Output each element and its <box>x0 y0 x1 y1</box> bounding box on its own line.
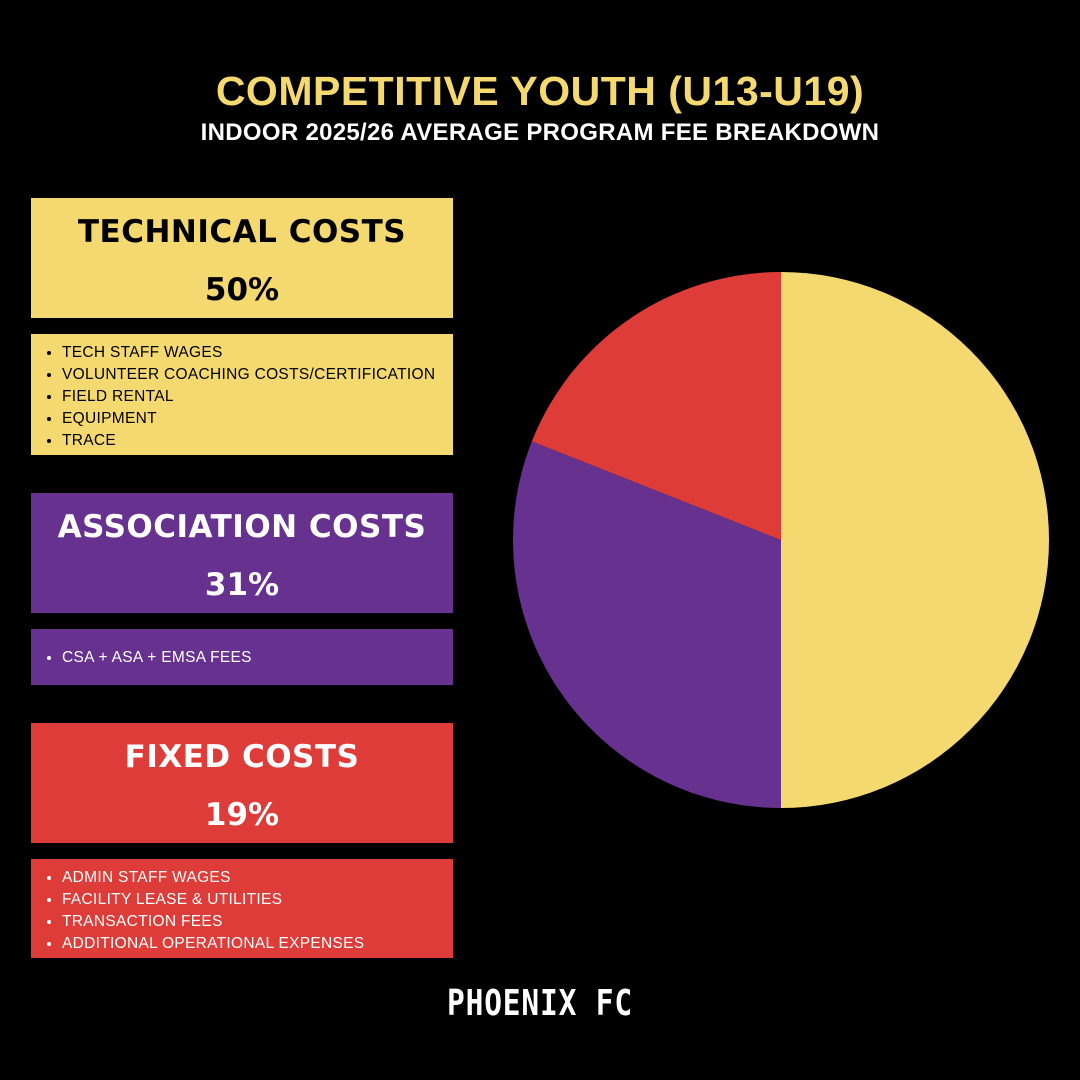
association-costs-percent: 31% <box>204 567 280 603</box>
page-subtitle: INDOOR 2025/26 AVERAGE PROGRAM FEE BREAK… <box>200 119 880 146</box>
pie-slice-fixed <box>531 272 781 540</box>
fixed-costs-percent: 19% <box>204 797 280 833</box>
list-item: VOLUNTEER COACHING COSTS/CERTIFICATION <box>62 364 453 386</box>
list-item: TRANSACTION FEES <box>62 911 453 933</box>
page-title: COMPETITIVE YOUTH (U13-U19) <box>215 68 865 114</box>
technical-costs-list: TECH STAFF WAGES VOLUNTEER COACHING COST… <box>31 334 453 455</box>
association-costs-list: CSA + ASA + EMSA FEES <box>31 629 453 685</box>
list-item: FIELD RENTAL <box>62 386 453 408</box>
pie-chart <box>512 272 1049 808</box>
technical-costs-percent: 50% <box>204 272 280 308</box>
technical-costs-heading: TECHNICAL COSTS <box>77 214 407 250</box>
list-item: CSA + ASA + EMSA FEES <box>62 647 453 669</box>
fixed-costs-heading: FIXED COSTS <box>124 739 360 775</box>
list-item: EQUIPMENT <box>62 408 453 430</box>
pie-slice-association <box>512 441 781 808</box>
fixed-costs-box: FIXED COSTS 19% <box>31 723 453 843</box>
fixed-costs-list: ADMIN STAFF WAGES FACILITY LEASE & UTILI… <box>31 859 453 958</box>
list-item: FACILITY LEASE & UTILITIES <box>62 889 453 911</box>
list-item: ADDITIONAL OPERATIONAL EXPENSES <box>62 933 453 955</box>
association-costs-heading: ASSOCIATION COSTS <box>57 509 427 545</box>
list-item: TRACE <box>62 430 453 452</box>
list-item: ADMIN STAFF WAGES <box>62 867 453 889</box>
phoenix-fc-logo: PHOENIX FC <box>447 983 633 1024</box>
list-item: TECH STAFF WAGES <box>62 342 453 364</box>
association-costs-box: ASSOCIATION COSTS 31% <box>31 493 453 613</box>
technical-costs-box: TECHNICAL COSTS 50% <box>31 198 453 318</box>
pie-slice-technical <box>781 272 1049 808</box>
